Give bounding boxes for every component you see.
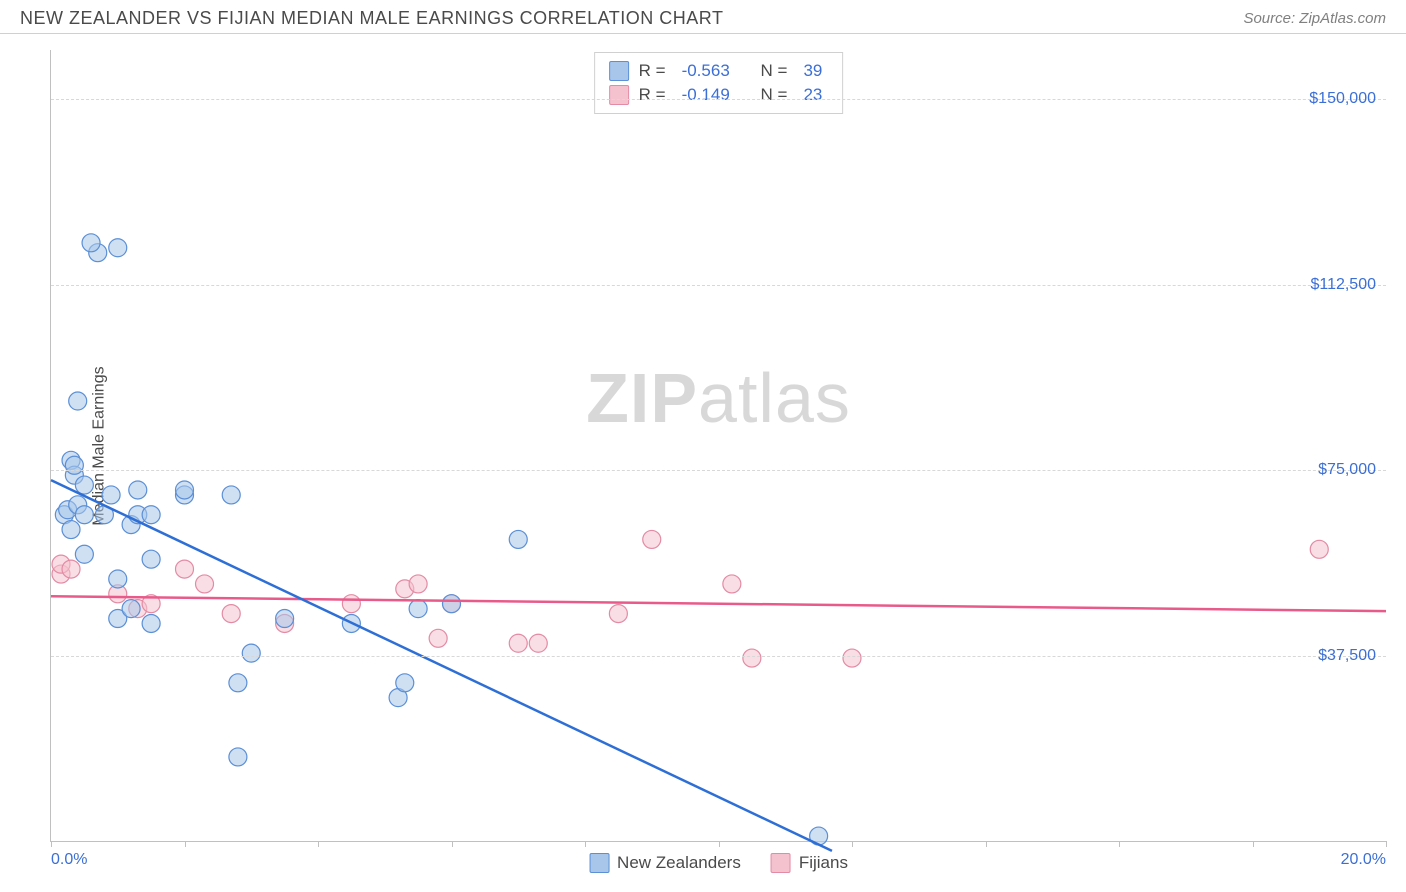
data-point xyxy=(69,392,87,410)
x-tick xyxy=(1253,841,1254,847)
y-tick-label: $37,500 xyxy=(1318,647,1376,665)
data-point xyxy=(65,456,83,474)
r-value-1: -0.563 xyxy=(682,61,730,81)
data-point xyxy=(242,644,260,662)
data-point xyxy=(723,575,741,593)
n-value-2: 23 xyxy=(803,85,822,105)
x-axis-min-label: 0.0% xyxy=(51,851,87,869)
data-point xyxy=(409,600,427,618)
data-point xyxy=(142,614,160,632)
data-point xyxy=(62,560,80,578)
y-tick-label: $75,000 xyxy=(1318,461,1376,479)
stats-row-2: R = -0.149 N = 23 xyxy=(609,83,829,107)
y-tick-label: $150,000 xyxy=(1309,90,1376,108)
x-tick xyxy=(585,841,586,847)
n-label-2: N = xyxy=(761,85,788,105)
x-tick xyxy=(185,841,186,847)
data-point xyxy=(229,748,247,766)
source-attribution: Source: ZipAtlas.com xyxy=(1243,10,1386,27)
data-point xyxy=(229,674,247,692)
legend: New Zealanders Fijians xyxy=(589,853,848,873)
swatch-series1 xyxy=(609,61,629,81)
data-point xyxy=(129,481,147,499)
data-point xyxy=(142,550,160,568)
data-point xyxy=(222,605,240,623)
r-value-2: -0.149 xyxy=(682,85,730,105)
x-tick xyxy=(452,841,453,847)
x-tick xyxy=(852,841,853,847)
data-point xyxy=(529,634,547,652)
header: NEW ZEALANDER VS FIJIAN MEDIAN MALE EARN… xyxy=(0,0,1406,34)
data-point xyxy=(396,674,414,692)
chart-container: Median Male Earnings ZIPatlas R = -0.563… xyxy=(50,50,1386,842)
data-point xyxy=(843,649,861,667)
x-tick xyxy=(51,841,52,847)
data-point xyxy=(443,595,461,613)
plot-area: ZIPatlas R = -0.563 N = 39 R = -0.149 N … xyxy=(50,50,1386,842)
legend-swatch-1 xyxy=(589,853,609,873)
data-point xyxy=(75,545,93,563)
x-axis-max-label: 20.0% xyxy=(1341,851,1386,869)
data-point xyxy=(109,239,127,257)
r-label-2: R = xyxy=(639,85,666,105)
data-point xyxy=(609,605,627,623)
trend-line xyxy=(51,596,1386,611)
n-value-1: 39 xyxy=(803,61,822,81)
data-point xyxy=(176,481,194,499)
data-point xyxy=(75,476,93,494)
gridline xyxy=(51,656,1386,657)
data-point xyxy=(342,595,360,613)
data-point xyxy=(743,649,761,667)
gridline xyxy=(51,285,1386,286)
data-point xyxy=(276,610,294,628)
x-tick xyxy=(318,841,319,847)
scatter-svg xyxy=(51,50,1386,841)
data-point xyxy=(82,234,100,252)
data-point xyxy=(176,560,194,578)
data-point xyxy=(196,575,214,593)
legend-label-2: Fijians xyxy=(799,853,848,873)
stats-row-1: R = -0.563 N = 39 xyxy=(609,59,829,83)
stats-box: R = -0.563 N = 39 R = -0.149 N = 23 xyxy=(594,52,844,114)
data-point xyxy=(1310,540,1328,558)
data-point xyxy=(429,629,447,647)
chart-title: NEW ZEALANDER VS FIJIAN MEDIAN MALE EARN… xyxy=(20,8,723,29)
r-label-1: R = xyxy=(639,61,666,81)
gridline xyxy=(51,470,1386,471)
n-label-1: N = xyxy=(761,61,788,81)
legend-swatch-2 xyxy=(771,853,791,873)
data-point xyxy=(109,570,127,588)
gridline xyxy=(51,99,1386,100)
data-point xyxy=(509,530,527,548)
legend-item-2: Fijians xyxy=(771,853,848,873)
x-tick xyxy=(719,841,720,847)
data-point xyxy=(409,575,427,593)
legend-item-1: New Zealanders xyxy=(589,853,741,873)
data-point xyxy=(643,530,661,548)
data-point xyxy=(62,521,80,539)
data-point xyxy=(122,600,140,618)
data-point xyxy=(75,506,93,524)
y-tick-label: $112,500 xyxy=(1310,276,1376,294)
data-point xyxy=(222,486,240,504)
x-tick xyxy=(1386,841,1387,847)
legend-label-1: New Zealanders xyxy=(617,853,741,873)
data-point xyxy=(142,506,160,524)
trend-line xyxy=(51,480,832,851)
swatch-series2 xyxy=(609,85,629,105)
data-point xyxy=(102,486,120,504)
x-tick xyxy=(986,841,987,847)
data-point xyxy=(509,634,527,652)
x-tick xyxy=(1119,841,1120,847)
